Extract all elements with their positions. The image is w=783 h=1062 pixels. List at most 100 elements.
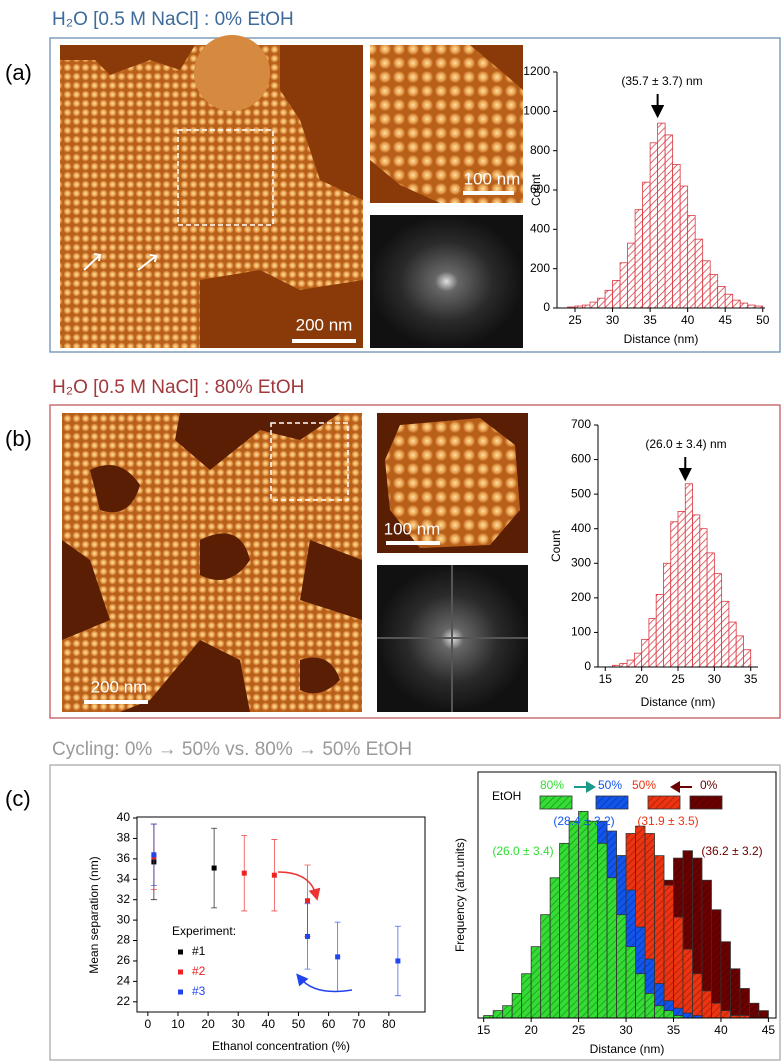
bar	[650, 143, 658, 308]
y-tick-label: 400	[530, 222, 550, 236]
bar	[645, 993, 654, 1018]
x-tick-label: 50	[756, 313, 770, 327]
x-tick-label: 20	[201, 1017, 215, 1031]
x-tick-label: 30	[232, 1017, 246, 1031]
bar	[671, 522, 678, 667]
x-tick-label: 80	[382, 1017, 396, 1031]
annotation: (26.0 ± 3.4) nm	[645, 437, 726, 451]
legend-marker	[178, 950, 183, 955]
bar	[702, 991, 711, 1018]
legend-arrow	[670, 781, 692, 793]
y-tick-label: 0	[543, 300, 550, 314]
bar	[628, 243, 636, 308]
bar	[740, 303, 748, 308]
y-tick-label: 400	[571, 521, 591, 535]
legend-swatch	[690, 796, 722, 809]
panel-label: (c)	[5, 786, 31, 811]
bar	[721, 942, 730, 1018]
y-tick-label: 30	[117, 912, 131, 926]
series-annotation: (36.2 ± 3.2)	[701, 844, 762, 858]
y-tick-label: 200	[530, 261, 550, 275]
y-tick-label: 800	[530, 143, 550, 157]
legend-label: 50%	[598, 778, 622, 792]
bar	[626, 947, 635, 1018]
bar	[579, 811, 588, 1018]
y-tick-label: 24	[117, 974, 131, 988]
bar	[683, 949, 692, 1018]
bar	[541, 915, 550, 1018]
y-tick-label: 600	[571, 452, 591, 466]
bar	[674, 917, 683, 1018]
x-tick-label: 60	[322, 1017, 336, 1031]
bar	[664, 885, 673, 1018]
trend-arrow	[278, 872, 316, 895]
bar	[664, 1011, 673, 1018]
legend-arrow	[574, 781, 596, 793]
panel-title: Cycling: 0% → 50% vs. 80% → 50% EtOH	[52, 739, 412, 760]
point	[242, 871, 247, 876]
y-tick-label: 34	[117, 871, 131, 885]
bar	[634, 653, 641, 667]
x-tick-label: 20	[524, 1023, 538, 1037]
bar	[714, 574, 721, 667]
y-tick-label: 0	[584, 659, 591, 673]
point	[395, 958, 400, 963]
y-tick-label: 500	[571, 486, 591, 500]
bar	[729, 622, 736, 667]
bar	[733, 300, 741, 308]
bar	[617, 915, 626, 1018]
legend-swatch	[596, 796, 628, 809]
bar	[692, 974, 701, 1018]
bar	[598, 298, 606, 308]
bar	[663, 563, 670, 667]
x-tick-label: 30	[619, 1023, 633, 1037]
bar	[743, 650, 750, 667]
y-axis-title: Count	[549, 529, 563, 562]
y-tick-label: 1000	[523, 104, 550, 118]
bar	[685, 484, 692, 667]
series-annotation: (28.4 ± 3.2)	[553, 814, 614, 828]
bar	[725, 294, 733, 308]
x-tick-label: 70	[352, 1017, 366, 1031]
x-tick-label: 40	[262, 1017, 276, 1031]
legend-label: 0%	[700, 778, 718, 792]
bar	[531, 947, 540, 1018]
y-tick-label: 22	[117, 994, 131, 1008]
x-tick-label: 25	[572, 1023, 586, 1037]
bar	[636, 974, 645, 1018]
bar	[759, 1011, 768, 1018]
point	[335, 954, 340, 959]
figure: H₂O [0.5 M NaCl] : 0% EtOH (a) 200 nm 10…	[0, 0, 783, 1062]
bar	[643, 182, 651, 308]
x-tick-label: 20	[635, 672, 649, 686]
y-axis-title: Mean separation (nm)	[87, 856, 101, 973]
y-tick-label: 100	[571, 625, 591, 639]
bar	[620, 263, 628, 308]
y-axis-title: Frequency (arb.units)	[453, 838, 467, 952]
point	[212, 866, 217, 871]
legend-title: EtOH	[492, 789, 521, 803]
x-axis-title: Distance (nm)	[590, 1042, 665, 1056]
x-axis-title: Ethanol concentration (%)	[212, 1039, 350, 1053]
bar	[683, 1013, 692, 1018]
bar	[693, 515, 700, 667]
bar	[656, 594, 663, 667]
bar	[620, 664, 627, 667]
x-tick-label: 40	[681, 313, 695, 327]
bar	[673, 164, 681, 308]
bar	[665, 135, 673, 308]
bar	[711, 910, 720, 1018]
legend-label: 80%	[540, 778, 564, 792]
legend-label: #2	[192, 964, 206, 978]
bar	[588, 821, 597, 1018]
y-tick-label: 1200	[523, 64, 550, 78]
annotation-arrow	[653, 94, 663, 116]
y-tick-label: 38	[117, 831, 131, 845]
panel-label: (b)	[5, 426, 32, 451]
panel-title: H₂O [0.5 M NaCl] : 80% EtOH	[52, 377, 304, 398]
x-tick-label: 35	[643, 313, 657, 327]
scale-bar-label: 100 nm	[464, 169, 521, 188]
legend-marker	[178, 990, 183, 995]
legend-swatch	[540, 796, 572, 809]
panel-title: H₂O [0.5 M NaCl] : 0% EtOH	[52, 9, 294, 30]
